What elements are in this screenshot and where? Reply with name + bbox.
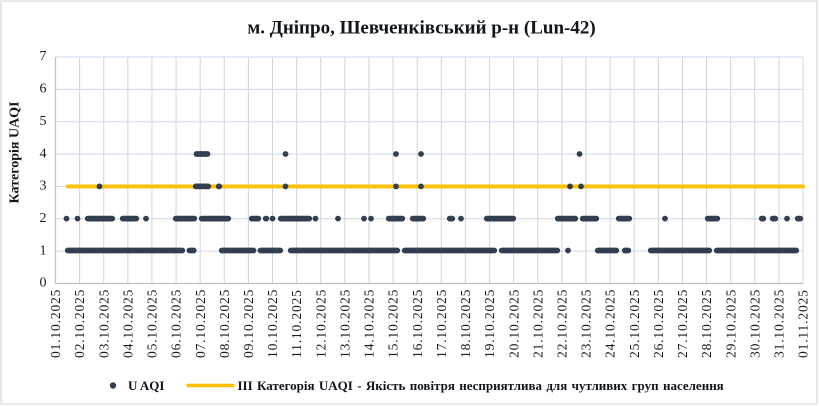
svg-text:18.10.2025: 18.10.2025 bbox=[458, 289, 473, 358]
svg-text:19.10.2025: 19.10.2025 bbox=[482, 289, 497, 358]
svg-text:6: 6 bbox=[40, 82, 47, 97]
svg-text:14.10.2025: 14.10.2025 bbox=[362, 289, 377, 358]
svg-text:31.10.2025: 31.10.2025 bbox=[771, 289, 786, 358]
svg-text:03.10.2025: 03.10.2025 bbox=[96, 289, 111, 358]
svg-text:1: 1 bbox=[40, 243, 47, 258]
svg-text:20.10.2025: 20.10.2025 bbox=[506, 289, 521, 358]
svg-text:29.10.2025: 29.10.2025 bbox=[723, 289, 738, 358]
svg-text:04.10.2025: 04.10.2025 bbox=[120, 289, 135, 358]
svg-text:21.10.2025: 21.10.2025 bbox=[530, 289, 545, 358]
svg-text:7: 7 bbox=[40, 49, 47, 64]
svg-text:3: 3 bbox=[40, 179, 47, 194]
svg-text:2: 2 bbox=[40, 211, 47, 226]
svg-text:16.10.2025: 16.10.2025 bbox=[410, 289, 425, 358]
svg-text:22.10.2025: 22.10.2025 bbox=[554, 289, 569, 358]
svg-text:10.10.2025: 10.10.2025 bbox=[265, 289, 280, 358]
svg-text:11.10.2025: 11.10.2025 bbox=[289, 289, 304, 358]
svg-text:U AQI: U AQI bbox=[128, 378, 164, 393]
svg-text:5: 5 bbox=[40, 114, 47, 129]
svg-text:27.10.2025: 27.10.2025 bbox=[675, 289, 690, 358]
svg-text:12.10.2025: 12.10.2025 bbox=[313, 289, 328, 358]
svg-text:02.10.2025: 02.10.2025 bbox=[72, 289, 87, 358]
svg-text:0: 0 bbox=[40, 276, 47, 291]
svg-text:24.10.2025: 24.10.2025 bbox=[603, 289, 618, 358]
svg-text:м. Дніпро, Шевченківський р-н: м. Дніпро, Шевченківський р-н (Lun-42) bbox=[247, 17, 595, 38]
svg-text:17.10.2025: 17.10.2025 bbox=[434, 289, 449, 358]
svg-text:01.10.2025: 01.10.2025 bbox=[48, 289, 63, 358]
svg-text:09.10.2025: 09.10.2025 bbox=[241, 289, 256, 358]
svg-text:01.11.2025: 01.11.2025 bbox=[796, 289, 811, 358]
svg-text:06.10.2025: 06.10.2025 bbox=[169, 289, 184, 358]
svg-text:ІІІ Категорія UAQI - Якість по: ІІІ Категорія UAQI - Якість повітря несп… bbox=[238, 378, 724, 393]
svg-text:07.10.2025: 07.10.2025 bbox=[193, 289, 208, 358]
svg-text:4: 4 bbox=[40, 146, 47, 161]
svg-text:08.10.2025: 08.10.2025 bbox=[217, 289, 232, 358]
svg-text:30.10.2025: 30.10.2025 bbox=[747, 289, 762, 358]
svg-text:25.10.2025: 25.10.2025 bbox=[627, 289, 642, 358]
svg-text:28.10.2025: 28.10.2025 bbox=[699, 289, 714, 358]
svg-text:15.10.2025: 15.10.2025 bbox=[386, 289, 401, 358]
svg-text:26.10.2025: 26.10.2025 bbox=[651, 289, 666, 358]
svg-text:05.10.2025: 05.10.2025 bbox=[145, 289, 160, 358]
svg-text:13.10.2025: 13.10.2025 bbox=[337, 289, 352, 358]
svg-text:23.10.2025: 23.10.2025 bbox=[579, 289, 594, 358]
svg-text:Категорія UAQI: Категорія UAQI bbox=[8, 101, 23, 203]
